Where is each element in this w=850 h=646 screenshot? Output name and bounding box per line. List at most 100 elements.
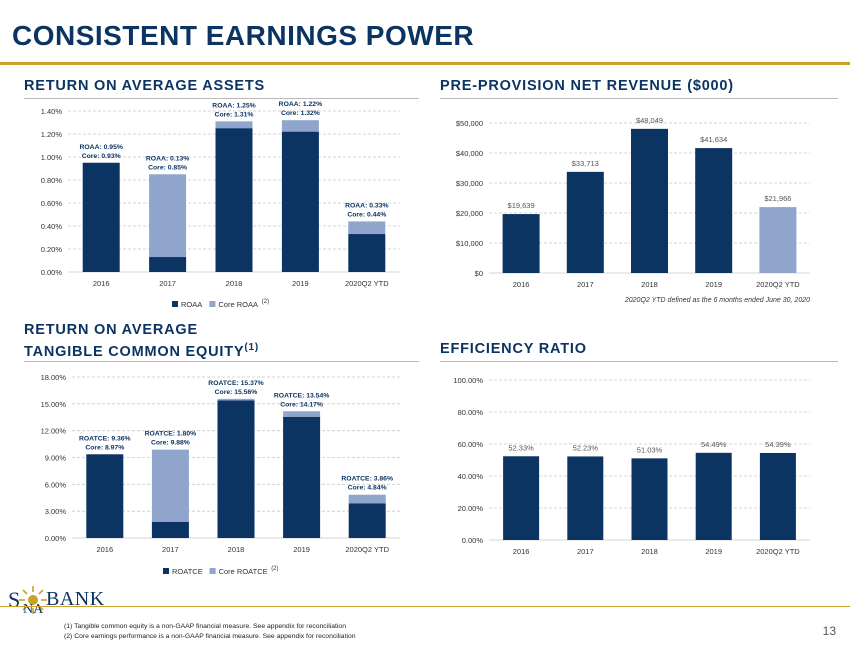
- data-label: $21,966: [764, 194, 791, 203]
- bar: [695, 148, 733, 273]
- bar-base: [348, 234, 386, 272]
- bar-core-segment: [348, 221, 386, 235]
- x-tick-label: 2019: [705, 547, 722, 556]
- data-label-line1: ROATCE: 3.86%: [341, 476, 393, 483]
- bar-base: [217, 400, 255, 538]
- bottom-rule: [0, 606, 850, 607]
- x-tick-label: 2020Q2 YTD: [345, 279, 389, 288]
- bar-core-segment: [281, 120, 319, 132]
- bar-base: [82, 162, 120, 272]
- y-tick-label: 0.40%: [41, 222, 63, 231]
- legend-swatch: [163, 568, 169, 574]
- page-number: 13: [822, 624, 836, 638]
- legend-footnote-marker: (2): [262, 299, 269, 305]
- legend-label: ROATCE: [172, 567, 203, 576]
- ppnr-chart: $0 $10,000 $20,000 $30,000 $40,000 $50,000 201…: [456, 116, 810, 304]
- bar: [759, 207, 797, 273]
- bar: [695, 452, 732, 540]
- data-label-line2: Core: 1.32%: [281, 110, 320, 117]
- x-tick-label: 2018: [226, 279, 243, 288]
- logo-word-bank: BANK: [46, 588, 105, 610]
- bar-core-segment: [217, 398, 255, 401]
- x-tick-label: 2019: [705, 280, 722, 289]
- x-tick-label: 2020Q2 YTD: [345, 545, 389, 554]
- legend-label: Core ROAA: [218, 300, 258, 309]
- bar-base: [151, 521, 189, 538]
- data-label-line1: ROAA: 0.13%: [146, 155, 189, 162]
- x-tick-label: 2018: [641, 280, 658, 289]
- bar: [567, 456, 604, 540]
- roatce-title-sup: (1): [244, 342, 259, 353]
- bar: [566, 171, 604, 273]
- bar: [759, 452, 796, 540]
- footnote-1: (1) Tangible common equity is a non-GAAP…: [64, 623, 346, 630]
- roatce-title-line2: TANGIBLE COMMON EQUITY: [24, 343, 245, 360]
- y-tick-label: 9.00%: [45, 454, 67, 463]
- y-tick-label: 1.00%: [41, 153, 63, 162]
- data-label-line1: ROATCE: 15.37%: [208, 380, 263, 387]
- roatce-title-line1: RETURN ON AVERAGE: [24, 322, 198, 338]
- x-tick-label: 2020Q2 YTD: [756, 547, 800, 556]
- x-tick-label: 2019: [293, 545, 310, 554]
- data-label-line1: ROATCE: 1.80%: [145, 431, 197, 438]
- bar: [503, 456, 540, 540]
- data-label-line2: Core: 15.56%: [215, 389, 258, 396]
- data-label-line1: ROAA: 0.33%: [345, 202, 388, 209]
- data-label-line2: Core: 1.31%: [215, 111, 254, 118]
- ppnr-title-rule: [440, 98, 838, 99]
- bar-base: [149, 257, 187, 272]
- y-tick-label: 0.60%: [41, 199, 63, 208]
- y-tick-label: $50,000: [456, 119, 483, 128]
- data-label-line1: ROATCE: 13.54%: [274, 392, 329, 399]
- x-tick-label: 2018: [228, 545, 245, 554]
- data-label: 54.39%: [765, 440, 791, 449]
- x-tick-label: 2020Q2 YTD: [756, 280, 800, 289]
- title-rule: [0, 62, 850, 65]
- x-tick-label: 2018: [641, 547, 658, 556]
- data-label-line2: Core: 8.97%: [85, 444, 124, 451]
- data-label: 51.03%: [637, 445, 663, 454]
- legend-label: Core ROATCE: [219, 567, 268, 576]
- data-label-line2: Core: 0.93%: [82, 153, 121, 160]
- data-label: $33,713: [572, 159, 599, 168]
- chart-note: 2020Q2 YTD defined as the 6 months ended…: [624, 297, 810, 304]
- data-label-line2: Core: 4.84%: [348, 485, 387, 492]
- y-tick-label: 0.00%: [41, 268, 63, 277]
- x-tick-label: 2017: [162, 545, 179, 554]
- y-tick-label: 1.20%: [41, 130, 63, 139]
- bar-base: [86, 454, 124, 538]
- data-label: 52.33%: [508, 443, 534, 452]
- data-label-line1: ROAA: 1.22%: [279, 101, 322, 108]
- legend-swatch: [172, 301, 178, 307]
- data-label-line2: Core: 9.88%: [151, 440, 190, 447]
- logo-letters-na: NA: [23, 602, 44, 617]
- bank-logo: S NA BANK: [8, 585, 128, 619]
- legend-footnote-marker: (2): [271, 566, 278, 572]
- bar-core-segment: [151, 449, 189, 522]
- y-tick-label: 0.20%: [41, 245, 63, 254]
- y-tick-label: 40.00%: [458, 472, 484, 481]
- x-tick-label: 2017: [577, 280, 594, 289]
- data-label: $48,049: [636, 116, 663, 125]
- efficiency-title-rule: [440, 361, 838, 362]
- y-tick-label: $10,000: [456, 239, 483, 248]
- y-tick-label: 12.00%: [41, 427, 67, 436]
- data-label: 52.23%: [573, 443, 599, 452]
- bar-base: [283, 416, 321, 538]
- logo-letter-s: S: [8, 587, 21, 612]
- data-label: 54.49%: [701, 440, 727, 449]
- y-tick-label: 3.00%: [45, 507, 67, 516]
- roaa-title: RETURN ON AVERAGE ASSETS: [24, 78, 266, 94]
- bar-base: [215, 128, 253, 272]
- data-label-line1: ROAA: 1.25%: [212, 102, 255, 109]
- x-tick-label: 2016: [93, 279, 110, 288]
- y-tick-label: 0.00%: [45, 534, 67, 543]
- y-tick-label: 100.00%: [453, 376, 483, 385]
- roatce-chart: 0.00% 3.00% 6.00% 9.00% 12.00% 15.00% 18.00% 20…: [41, 373, 400, 576]
- x-tick-label: 2017: [159, 279, 176, 288]
- y-tick-label: 20.00%: [458, 504, 484, 513]
- x-tick-label: 2019: [292, 279, 309, 288]
- roaa-chart: 0.00% 0.20% 0.40% 0.60% 0.80% 1.00% 1.20% 1.40%…: [41, 101, 400, 309]
- y-tick-label: 6.00%: [45, 480, 67, 489]
- x-tick-label: 2016: [96, 545, 113, 554]
